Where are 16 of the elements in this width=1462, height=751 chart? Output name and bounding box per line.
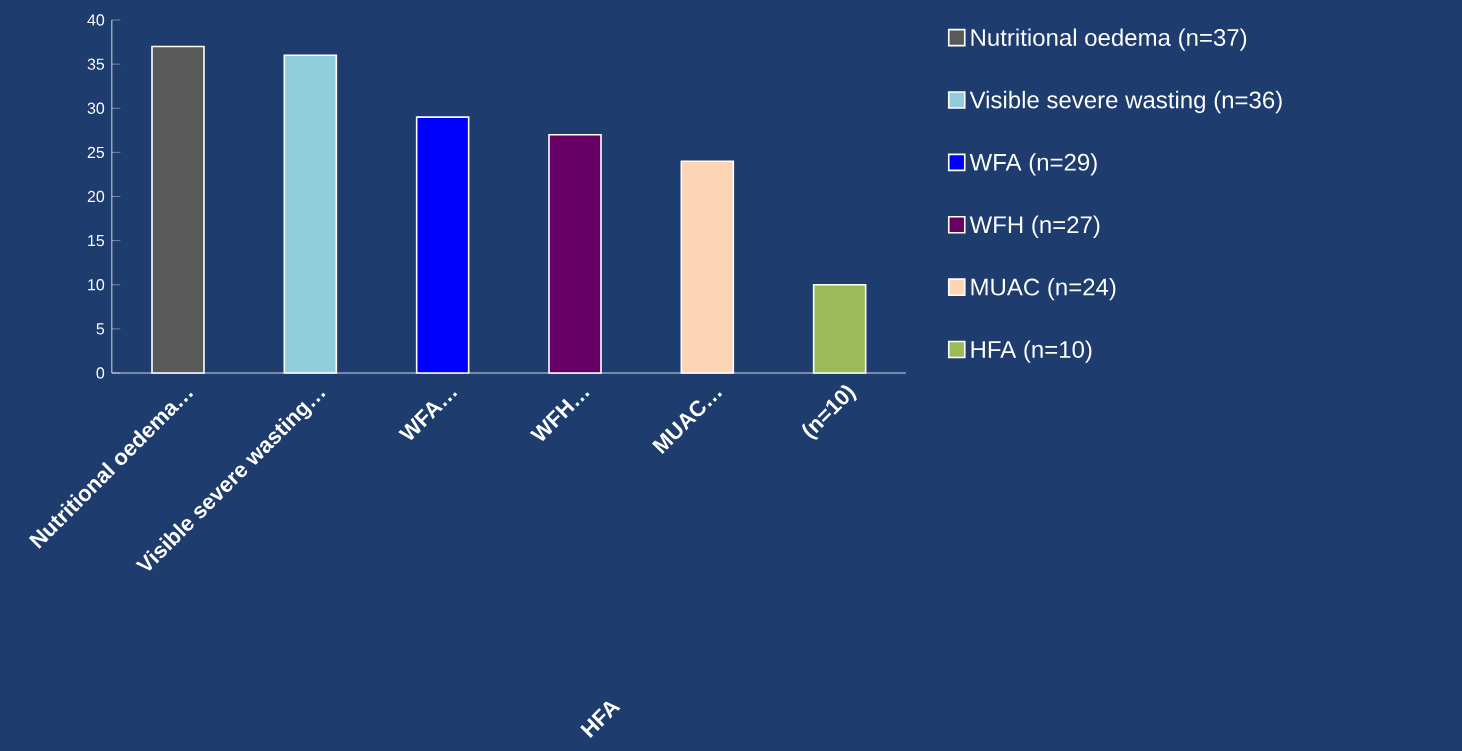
legend-label: Nutritional oedema (n=37) xyxy=(971,28,1247,51)
y-tick-label: 40 xyxy=(87,14,105,26)
y-tick-label: 10 xyxy=(88,279,105,291)
y-tick-label: 15 xyxy=(88,235,105,247)
text: HFA xyxy=(580,701,621,738)
y-tick-label: 35 xyxy=(87,58,105,70)
y-tick-label: 0 xyxy=(96,367,105,379)
y-tick-label: 20 xyxy=(87,190,105,203)
legend-label: WFH (n=27) xyxy=(969,215,1100,238)
legend-label: HFA (n=10) xyxy=(971,340,1092,363)
y-tick-label: 30 xyxy=(87,102,105,114)
legend-label: WFA (n=29) xyxy=(969,153,1097,176)
y-tick-label: 5 xyxy=(96,323,105,335)
legend-label: Visible severe wasting (n=36) xyxy=(969,90,1282,114)
legend-label: MUAC (n=24) xyxy=(971,277,1116,301)
y-tick-label: 25 xyxy=(87,146,105,159)
